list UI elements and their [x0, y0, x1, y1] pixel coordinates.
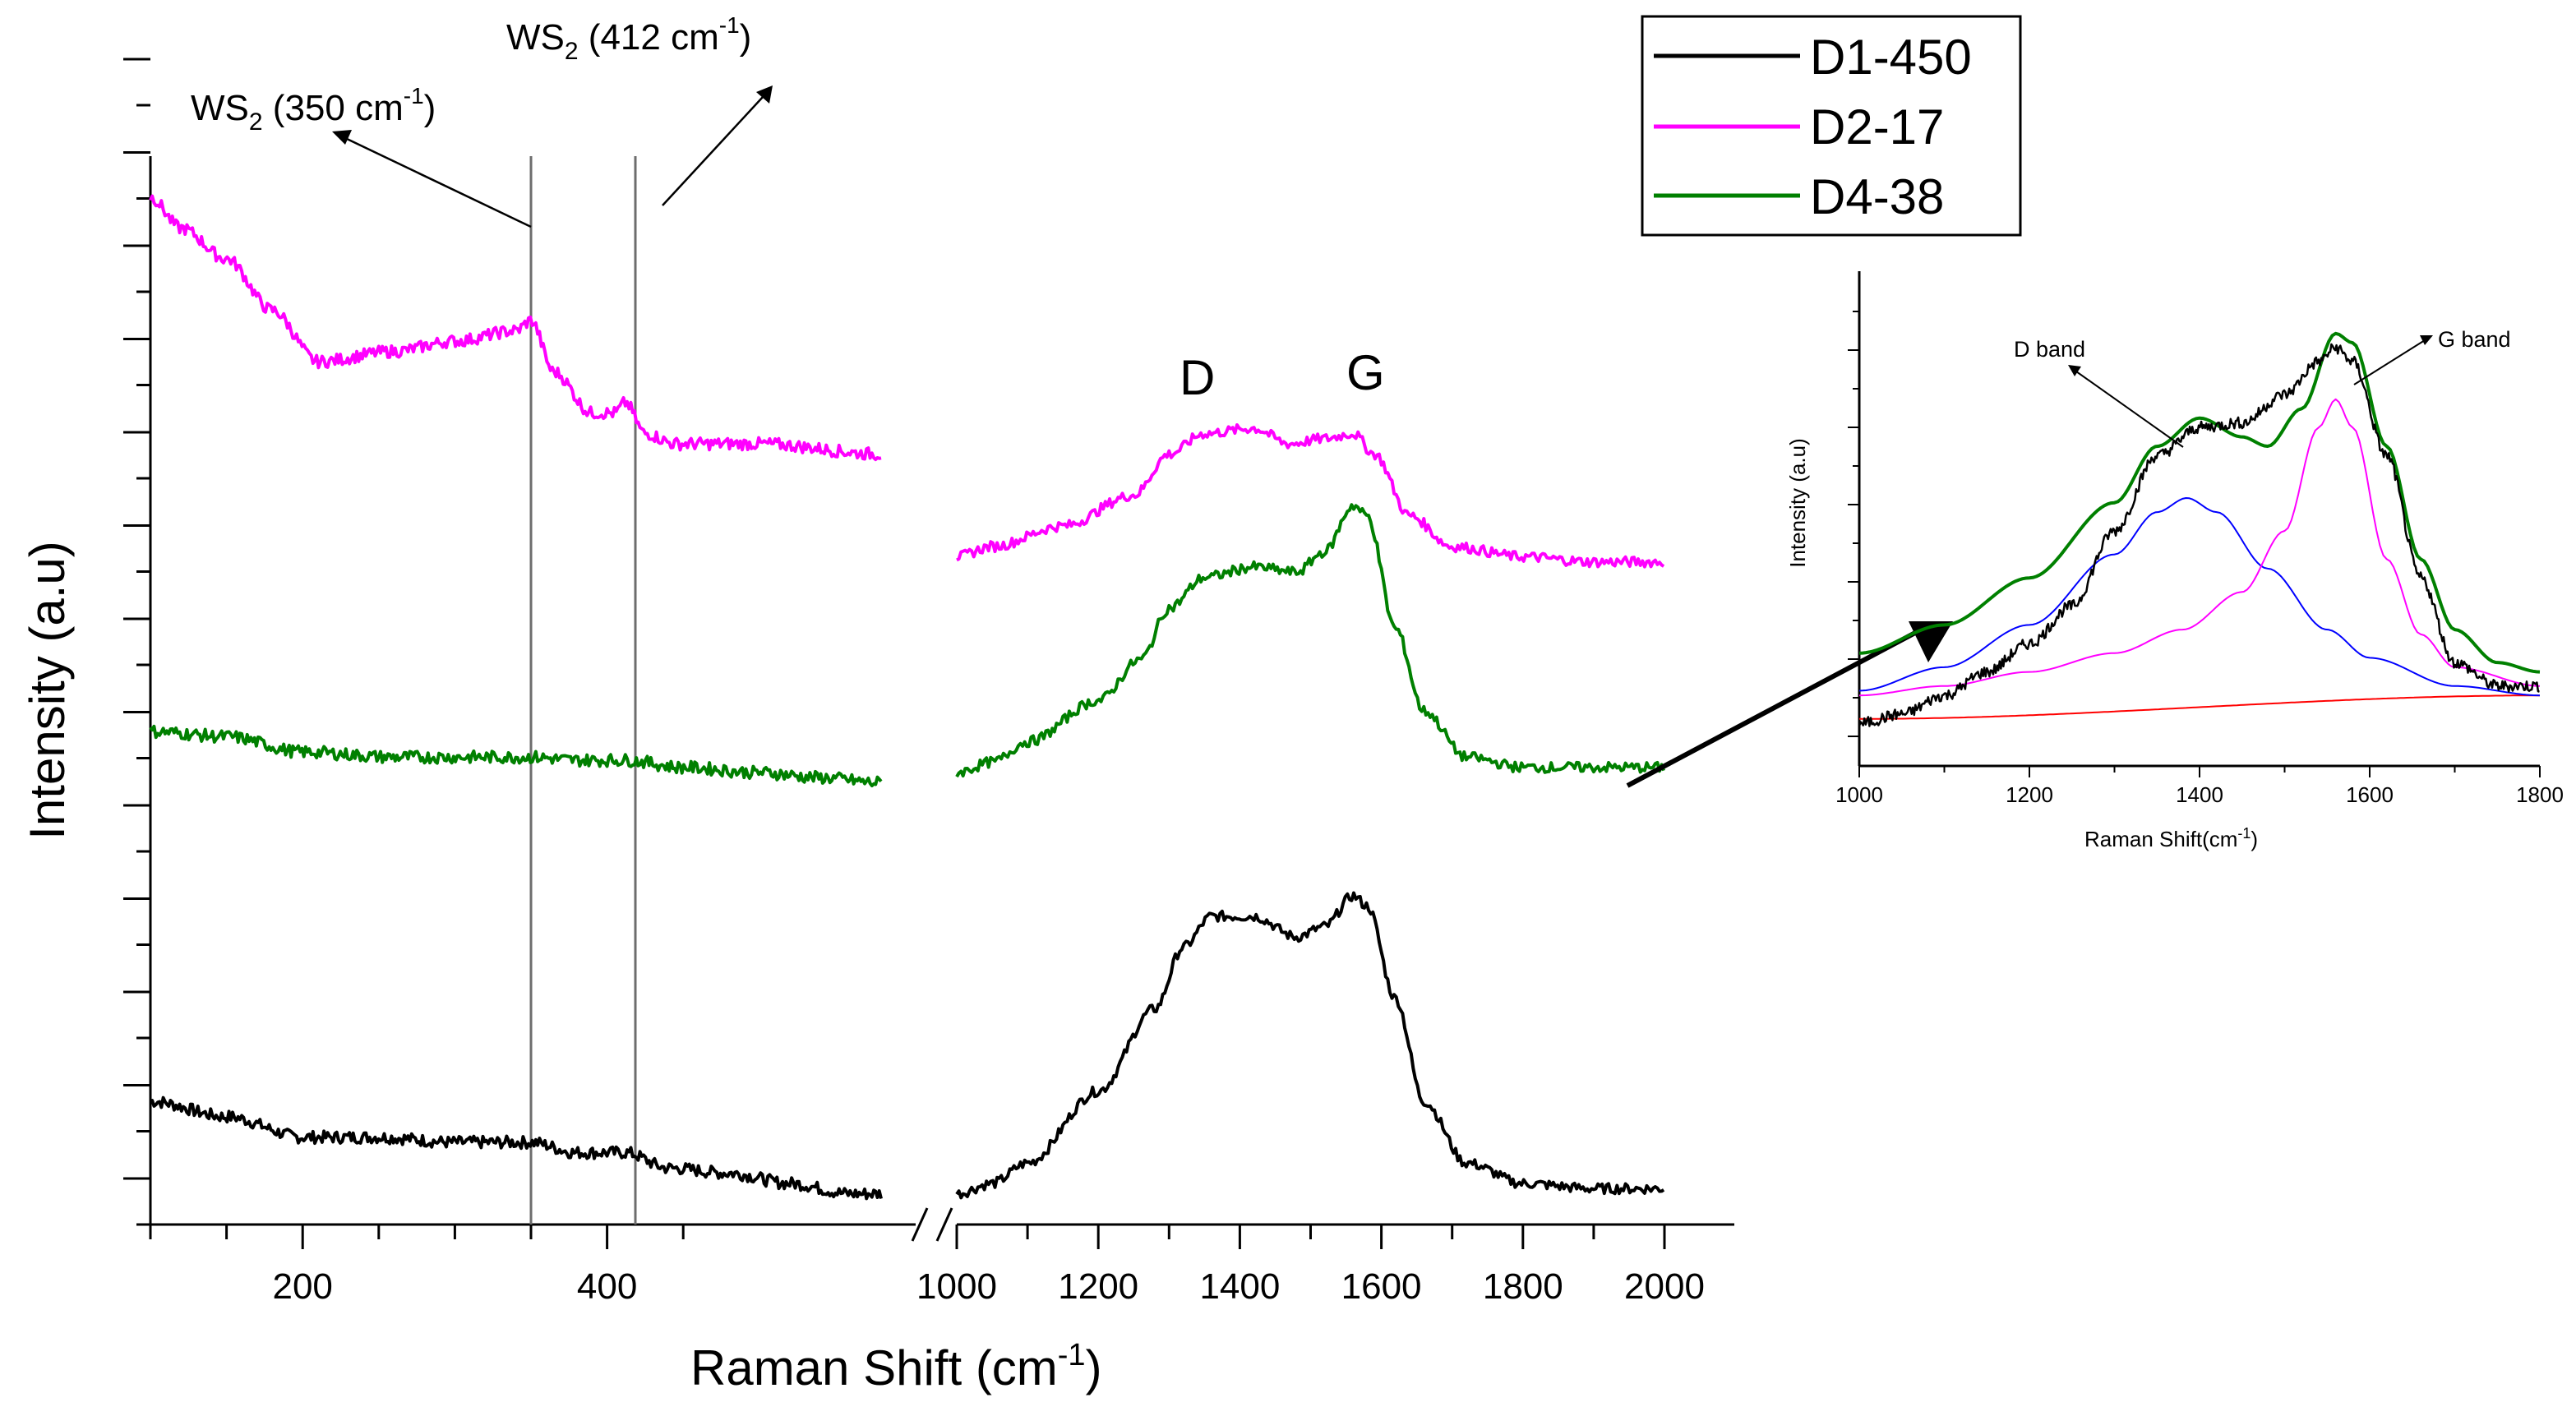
inset-d-band-arrow [2075, 371, 2184, 448]
x-tick-label: 400 [577, 1266, 637, 1307]
inset-g-band-arrow [2353, 339, 2426, 385]
x-tick-label: 1600 [1341, 1266, 1422, 1307]
ref-412-arrowhead [756, 85, 773, 104]
inset-g-band-arrowhead [2420, 335, 2433, 345]
ws2-reference-lines [332, 85, 773, 1225]
inset-x-tick-label: 1400 [2176, 782, 2223, 807]
series-d4-38-high [955, 503, 1665, 778]
inset-series-baseline [1859, 694, 2540, 720]
x-tick-label: 1800 [1483, 1266, 1563, 1307]
y-axis-title: Intensity (a.u) [20, 541, 75, 840]
inset-y-ticks [1848, 311, 1859, 737]
inset-g-band-label: G band [2438, 327, 2511, 352]
series-d2-17-high [956, 423, 1665, 569]
inset-x-tick-label: 1800 [2516, 782, 2564, 807]
x-tick-label: 1000 [916, 1266, 997, 1307]
series-d2-17-low [149, 194, 882, 462]
inset-x-tick-label: 1200 [2006, 782, 2053, 807]
g-band-label: G [1346, 345, 1385, 400]
ref-350-arrow [344, 136, 532, 228]
series-d4-38-low [149, 724, 883, 787]
legend-label-d4: D4-38 [1810, 169, 1944, 224]
inset-series-D-fit [1858, 497, 2541, 697]
inset-x-axis-title: Raman Shift(cm-1) [2084, 825, 2258, 851]
inset-d-band-arrowhead [2068, 365, 2081, 376]
y-axis-ticks [123, 58, 150, 1226]
main-axes: 200 400 1000 1200 1400 1600 1800 2000 [123, 58, 1734, 1307]
ref-412-arrow [662, 96, 764, 206]
inset-y-axis-title: Intensity (a.u) [1785, 438, 1810, 568]
inset-x-tick-label: 1000 [1835, 782, 1883, 807]
legend-label-d2: D2-17 [1810, 99, 1944, 155]
inset-series-group [1858, 331, 2541, 727]
main-series-group [149, 194, 1665, 1201]
ws2-412-label: WS2 (412 cm-1) [506, 12, 751, 65]
ws2-350-label: WS2 (350 cm-1) [191, 83, 436, 136]
ref-350-arrowhead [332, 130, 352, 145]
legend: D1-450 D2-17 D4-38 [1641, 15, 2022, 237]
axis-break-marker [911, 1207, 953, 1242]
d-band-label: D [1180, 350, 1215, 405]
inset-d-band-label: D band [2014, 337, 2085, 362]
inset-series-G-fit [1858, 398, 2541, 697]
inset-x-tick-label: 1600 [2346, 782, 2394, 807]
x-axis-ticks: 200 400 1000 1200 1400 1600 1800 2000 [149, 1225, 1705, 1307]
x-tick-label: 200 [272, 1266, 332, 1307]
series-d1-450-high [955, 891, 1665, 1200]
inset-series-measured [1858, 343, 2540, 727]
inset-chart: 1000 1200 1400 1600 1800 Raman Shift(cm-1) I… [1785, 271, 2564, 851]
x-axis-title: Raman Shift (cm-1) [690, 1338, 1102, 1395]
inset-series-total-fit [1858, 331, 2541, 674]
inset-pointer-arrow [1626, 630, 1917, 788]
series-d1-450-low [150, 1095, 883, 1201]
x-tick-label: 2000 [1624, 1266, 1705, 1307]
inset-x-ticks: 1000 1200 1400 1600 1800 [1835, 766, 2564, 807]
legend-label-d1: D1-450 [1810, 30, 1972, 85]
x-tick-label: 1400 [1199, 1266, 1280, 1307]
x-tick-label: 1200 [1058, 1266, 1138, 1307]
